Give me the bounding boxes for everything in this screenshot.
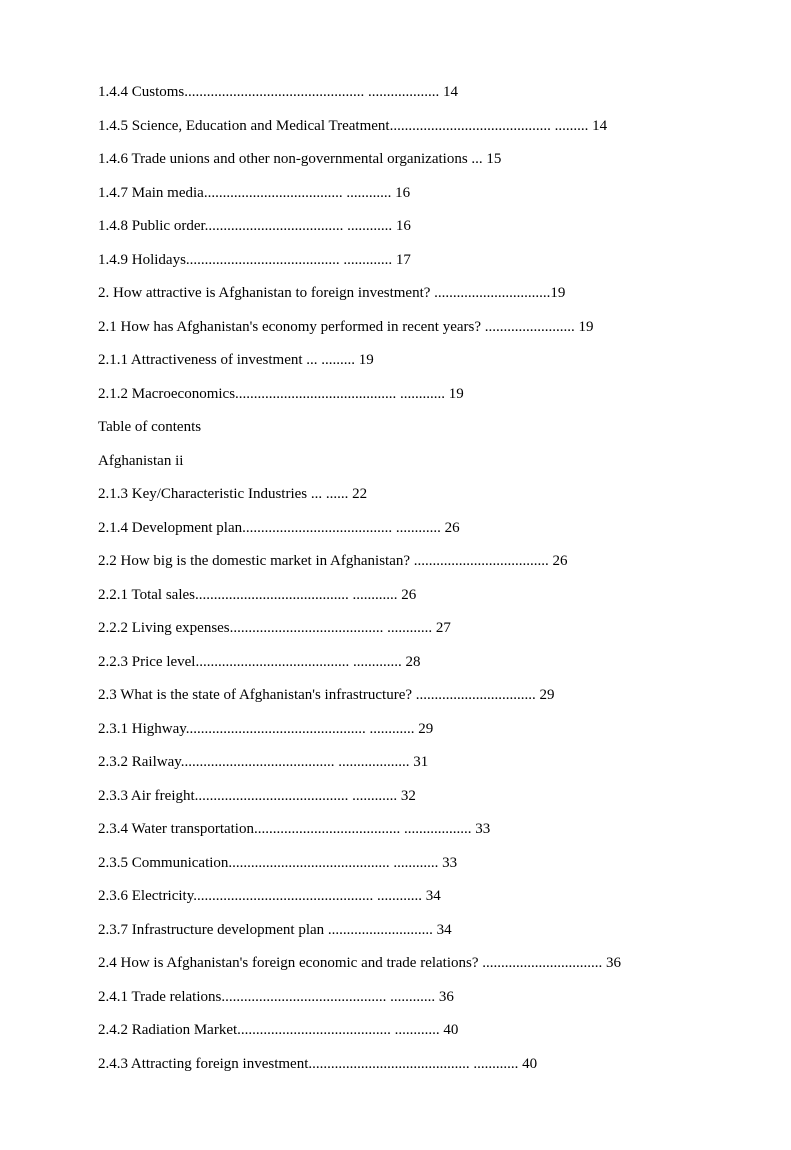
toc-entry-label: 1.4.7 Main media [98,186,204,201]
toc-entry-label: 2.2.3 Price level [98,655,195,670]
toc-entry-label: 2.1.4 Development plan [98,521,242,536]
toc-entry: 2.3.6 Electricity.......................… [98,889,696,904]
toc-entry: 2.3.2 Railway...........................… [98,755,696,770]
toc-entry-dots: ........................................… [186,722,434,737]
toc-entry: 1.4.8 Public order......................… [98,219,696,234]
toc-entry-dots: ........................................… [195,789,416,804]
toc-entry: 2.1.1 Attractiveness of investment ... .… [98,353,696,368]
toc-entry-label: 2.1.2 Macroeconomics [98,387,235,402]
toc-entry: 2.2.1 Total sales.......................… [98,588,696,603]
toc-entry-label: 2.3 What is the state of Afghanistan's i… [98,688,416,703]
toc-entry: 2.1.2 Macroeconomics....................… [98,387,696,402]
toc-entry-dots: ........................................… [230,621,451,636]
toc-entry-dots: ........................................… [184,85,458,100]
toc-entry-label: 2.4 How is Afghanistan's foreign economi… [98,956,482,971]
toc-entry: 2.2 How big is the domestic market in Af… [98,554,696,569]
document-page: 1.4.4 Customs...........................… [0,0,791,1150]
toc-entry: 1.4.6 Trade unions and other non-governm… [98,152,696,167]
toc-entry: 2.3.7 Infrastructure development plan ..… [98,923,696,938]
toc-entry-label: 2.3.4 Water transportation [98,822,254,837]
toc-entry: 1.4.7 Main media........................… [98,186,696,201]
toc-entry-label: 2.3.1 Highway [98,722,186,737]
toc-entry-dots: ................................ 36 [482,956,621,971]
toc-entry-dots: ............................ 34 [328,923,452,938]
toc-entry: 2.3.3 Air freight.......................… [98,789,696,804]
toc-entry-dots: ................................ 29 [416,688,555,703]
toc-entry-dots: ........................................… [308,1057,537,1072]
toc-entry: 2.4.1 Trade relations...................… [98,990,696,1005]
toc-entry: 2. How attractive is Afghanistan to fore… [98,286,696,301]
toc-entry-dots: ........................ 19 [485,320,594,335]
toc-entry-label: 2.1 How has Afghanistan's economy perfor… [98,320,485,335]
toc-entry-label: 2.2.2 Living expenses [98,621,230,636]
toc-entry-label: 2.3.5 Communication [98,856,228,871]
toc-entry-dots: ........................................… [390,119,608,134]
toc-entry-label: 1.4.5 Science, Education and Medical Tre… [98,119,390,134]
toc-entry: 2.2.2 Living expenses...................… [98,621,696,636]
toc-entry-dots: ........................................… [237,1023,458,1038]
toc-entry-dots: .................................... 26 [414,554,568,569]
toc-entry: 1.4.9 Holidays..........................… [98,253,696,268]
toc-entry-label: 1.4.6 Trade unions and other non-governm… [98,152,501,167]
toc-entry-label: Table of contents [98,420,201,435]
toc-entry-dots: ..................................... ..… [204,186,410,201]
toc-entry-label: 2.2.1 Total sales [98,588,195,603]
toc-entry-label: Afghanistan ii [98,454,183,469]
toc-entry: 2.1.4 Development plan..................… [98,521,696,536]
toc-entry-label: 1.4.4 Customs [98,85,184,100]
toc-entry-label: 2.4.2 Radiation Market [98,1023,237,1038]
toc-entry-dots: ........................................… [235,387,464,402]
toc-entry-dots: ....................................... … [254,822,490,837]
toc-entry: Table of contents [98,420,696,435]
toc-entry-label: 2.2 How big is the domestic market in Af… [98,554,414,569]
toc-entry-label: 2.4.1 Trade relations [98,990,221,1005]
toc-entry-dots: ........................................… [181,755,429,770]
toc-entry: 2.2.3 Price level.......................… [98,655,696,670]
toc-entry-dots: ........................................… [195,588,416,603]
toc-entry-label: 2.3.7 Infrastructure development plan [98,923,328,938]
toc-entry: 1.4.5 Science, Education and Medical Tre… [98,119,696,134]
toc-entry: 2.4.2 Radiation Market..................… [98,1023,696,1038]
toc-entry-dots: ........................................… [186,253,411,268]
toc-entry: 2.3.5 Communication.....................… [98,856,696,871]
toc-entry: 2.3 What is the state of Afghanistan's i… [98,688,696,703]
toc-entry-dots: ........................................… [195,655,420,670]
toc-entry: 2.1.3 Key/Characteristic Industries ... … [98,487,696,502]
toc-entry-label: 2.3.3 Air freight [98,789,195,804]
toc-entry: 2.3.1 Highway...........................… [98,722,696,737]
toc-entry-label: 2.1.3 Key/Characteristic Industries ... … [98,487,367,502]
toc-entry-dots: ..................................... ..… [205,219,411,234]
toc-entry: 2.4.3 Attracting foreign investment.....… [98,1057,696,1072]
toc-entry-label: 2.3.2 Railway [98,755,181,770]
toc-entry-dots: ........................................… [228,856,457,871]
toc-entry: Afghanistan ii [98,454,696,469]
toc-entry-dots: ........................................… [193,889,441,904]
toc-entry-label: 2.4.3 Attracting foreign investment [98,1057,308,1072]
toc-entry-dots: ........................................… [242,521,460,536]
toc-entry-label: 1.4.9 Holidays [98,253,186,268]
toc-entry: 2.1 How has Afghanistan's economy perfor… [98,320,696,335]
toc-entry-dots: ........................................… [221,990,454,1005]
toc-entry-label: 2.3.6 Electricity [98,889,193,904]
toc-entry-dots: ...............................19 [434,286,565,301]
toc-entry-label: 1.4.8 Public order [98,219,205,234]
toc-entry: 1.4.4 Customs...........................… [98,85,696,100]
toc-entry: 2.4 How is Afghanistan's foreign economi… [98,956,696,971]
toc-entry-label: 2. How attractive is Afghanistan to fore… [98,286,434,301]
toc-entry-label: 2.1.1 Attractiveness of investment ... .… [98,353,374,368]
toc-entry: 2.3.4 Water transportation..............… [98,822,696,837]
